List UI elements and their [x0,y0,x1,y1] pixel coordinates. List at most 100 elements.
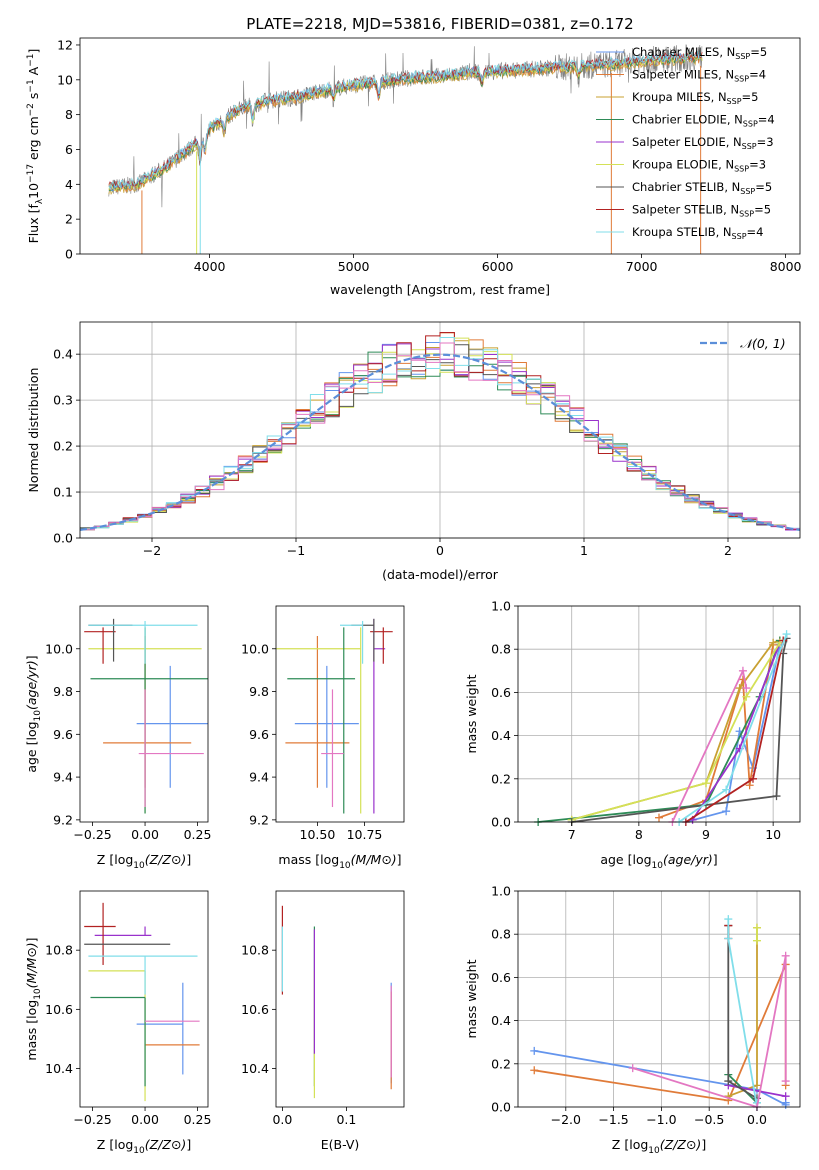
x-tick-label: 0.25 [184,827,212,842]
y-tick-label: 0.0 [53,531,73,546]
label-part: log [114,1137,133,1152]
y-tick-label: 4 [65,177,73,192]
x-axis-label: age [log10(age/yr)] [600,852,717,871]
label-part: −1 [26,79,36,92]
y-tick-label: 0.2 [491,771,511,786]
label-part: (Z/Z⊙) [145,1137,187,1152]
axes-frame [275,890,405,1108]
weight-marker [724,1077,733,1086]
y-axis-label: Normed distribution [26,368,41,493]
x-tick-label: 5000 [338,259,370,274]
axes-frame [517,605,801,823]
legend-part: =5 [755,180,772,194]
x-tick-label: 0.25 [184,1112,212,1127]
label-part: A [26,66,41,79]
weight-marker [749,774,757,783]
label-part: erg cm [26,116,41,164]
weight-marker [628,1064,637,1073]
x-tick-label: 7 [568,827,576,842]
histogram-step [80,342,800,531]
y-tick-label: 9.2 [249,812,269,827]
label-part: 10 [33,988,43,1000]
label-part: 10 [648,1146,660,1156]
weight-marker [702,779,710,788]
y-tick-label: 10.0 [45,641,73,656]
weight-marker [724,934,733,943]
legend-part: Chabrier STELIB, N [632,180,740,194]
x-axis-label: Z [log10(Z/Z⊙)] [97,852,191,871]
x-tick-label: 9 [702,827,710,842]
x-tick-label: 7000 [626,259,658,274]
axes-frame [275,605,405,823]
weight-series-line [538,640,781,823]
x-tick-label: 2 [724,543,732,558]
label-part: ] [24,655,39,660]
y-tick-label: 0.0 [491,815,511,830]
label-part: −2 [26,103,36,116]
weight-marker [782,630,791,639]
y-tick-label: 0.4 [491,728,511,743]
legend-part: SSP [739,210,754,219]
legend-part: =4 [749,68,766,82]
legend-entry: Chabrier ELODIE, NSSP=4 [632,113,775,129]
y-tick-label: 1.0 [491,884,511,899]
y-tick-label: 9.2 [53,812,73,827]
x-axis-label: wavelength [Angstrom, rest frame] [330,282,550,297]
y-tick-label: 10.8 [45,943,73,958]
x-tick-label: −0.25 [73,827,111,842]
label-part: −17 [26,164,36,183]
y-axis-label: mass weight [464,959,479,1038]
label-part: ] [24,937,39,942]
label-part: 10 [133,1146,145,1156]
y-tick-label: 0.4 [491,1013,511,1028]
label-part: −1 [26,54,36,67]
axes-frame [79,605,209,823]
legend-entry: Kroupa ELODIE, NSSP=3 [632,158,766,174]
label-part: 10 [133,861,145,871]
label-part: log [24,1000,39,1019]
z-age-chart: −0.25 0.00 0.259.29.49.69.810.0Z [log10(Z/… [24,605,212,871]
y-tick-label: 0.2 [53,439,73,454]
legend-entry: 𝒩(0, 1) [740,336,786,351]
y-tick-label: 0.6 [491,685,511,700]
y-tick-label: 9.6 [53,727,73,742]
x-tick-label: 8 [635,827,643,842]
weight-marker [530,1046,539,1055]
x-tick-label: −1.0 [646,1112,676,1127]
normal-curve [79,353,801,531]
weight-series-line [632,955,787,1109]
legend-part: =5 [742,90,759,104]
y-axis-label: mass weight [464,674,479,753]
legend-part: SSP [743,120,758,129]
weight-marker [752,936,761,945]
x-tick-label: 4000 [194,259,226,274]
x-tick-label: 0.1 [336,1112,356,1127]
label-part: ] [186,852,191,867]
y-tick-label: 10.4 [45,1061,73,1076]
y-tick-label: 10 [57,72,73,87]
legend-entry: Kroupa MILES, NSSP=5 [632,90,758,106]
weight-marker [738,666,747,675]
z-weight-chart: −2.0 −1.5 −1.0 −0.5 0.0 0.0 0.2 0.4 0.6 0.8 1.0 Z [… [464,884,801,1156]
x-tick-label: 6000 [482,259,514,274]
weight-marker [742,692,751,701]
y-tick-label: 10.6 [241,1002,269,1017]
weight-marker [752,923,761,932]
weight-series-line [685,644,781,823]
weight-marker [752,1081,761,1090]
label-part: log [632,852,651,867]
label-part: λ [35,198,45,204]
legend-part: Kroupa MILES, N [632,90,727,104]
legend-part: =4 [758,113,775,127]
x-axis-label: (data-model)/error [382,567,499,582]
label-part: s [26,93,41,104]
legend-part: SSP [735,52,750,61]
legend-part: SSP [742,142,757,151]
spectrum-model-line [108,50,703,189]
weight-series-line [727,925,758,1100]
legend-part: SSP [734,75,749,84]
legend-entry: Salpeter STELIB, NSSP=5 [632,203,771,219]
label-part: log [629,1137,648,1152]
